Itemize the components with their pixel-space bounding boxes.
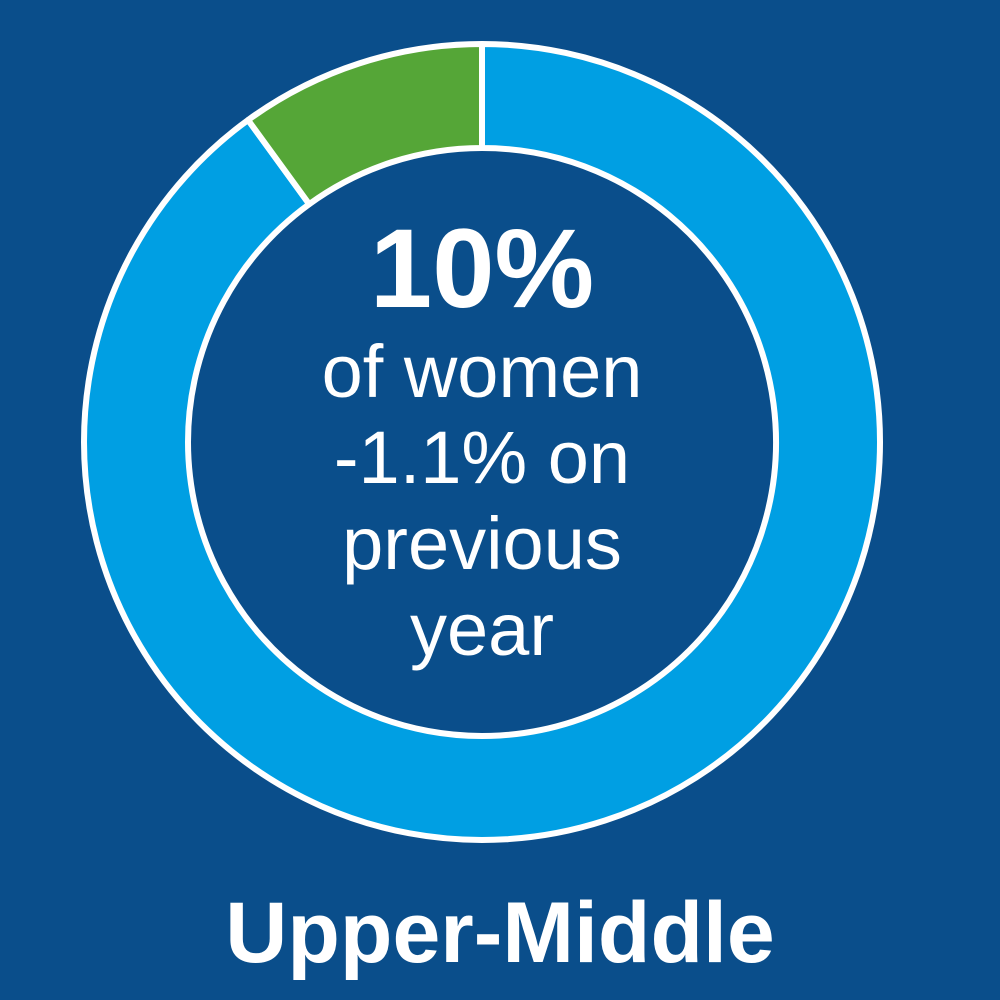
donut-center-label: 10% of women -1.1% on previous year bbox=[202, 213, 762, 673]
donut-slice-remainder bbox=[81, 41, 883, 843]
center-line-4: year bbox=[410, 588, 554, 671]
center-headline-percent: 10% bbox=[369, 206, 595, 331]
chart-title: Upper-Middle bbox=[225, 885, 775, 981]
center-line-2: -1.1% on bbox=[333, 416, 631, 499]
donut-slice-women-share bbox=[245, 41, 485, 208]
center-line-3: previous bbox=[342, 502, 622, 585]
center-line-1: of women bbox=[321, 330, 643, 413]
center-sublabel: of women -1.1% on previous year bbox=[202, 329, 762, 673]
